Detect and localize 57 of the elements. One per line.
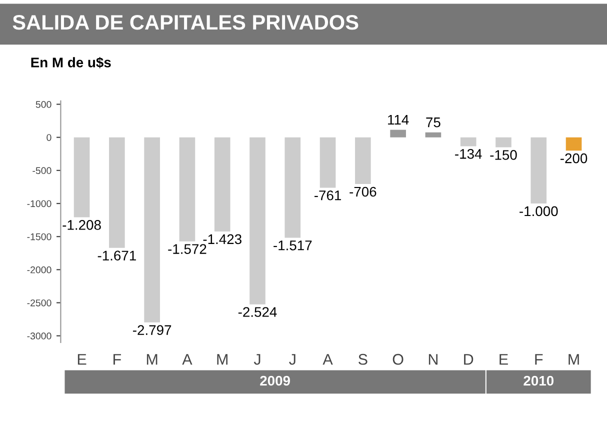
data-label: 75 (426, 118, 440, 128)
x-tick-label: F (535, 354, 543, 365)
data-label: -134 (455, 149, 482, 159)
text: 2010 (524, 376, 554, 386)
bar (566, 137, 582, 151)
data-label: -150 (490, 150, 517, 160)
y-tick-label: 500 (36, 101, 52, 108)
bar (74, 137, 90, 218)
x-tick-label: S (358, 354, 368, 365)
y-tick-label: -500 (32, 167, 52, 174)
bar (250, 137, 266, 304)
data-label: -1.423 (203, 234, 242, 244)
bar (214, 137, 230, 232)
x-tick-label: M (217, 354, 228, 365)
data-label: -761 (314, 190, 342, 200)
bar (496, 137, 512, 148)
data-label: -1.572 (168, 244, 206, 254)
x-tick-label: J (254, 354, 260, 365)
chart-subtitle: En M de u$s (31, 56, 111, 68)
bar (390, 130, 406, 138)
bar (530, 137, 547, 204)
x-tick-label: E (500, 354, 508, 365)
data-label: -1.517 (274, 240, 312, 250)
data-label: -2.524 (238, 307, 277, 317)
chart-title: SALIDA DE CAPITALES PRIVADOS (12, 14, 358, 30)
x-tick-label: F (114, 354, 121, 365)
x-tick-label: N (428, 354, 438, 365)
data-label: -1.671 (98, 250, 136, 261)
data-label: 114 (388, 114, 409, 125)
x-tick-label: M (568, 354, 579, 365)
data-label: -706 (350, 186, 376, 197)
y-tick-label: -1000 (27, 200, 52, 208)
x-tick-label: O (392, 354, 404, 365)
x-tick-label: E (78, 354, 86, 365)
x-tick-label: D (464, 354, 474, 365)
data-label: -1.208 (62, 220, 101, 230)
bar (284, 137, 301, 238)
x-tick-label: A (182, 354, 192, 365)
y-tick-label: -1500 (27, 233, 52, 240)
bar (144, 137, 160, 322)
x-tick-label: A (322, 354, 333, 365)
bar (109, 137, 125, 248)
bar (425, 132, 442, 138)
y-tick-label: -2000 (27, 266, 52, 274)
bar (460, 137, 476, 146)
bar (320, 137, 336, 188)
x-tick-label: J (289, 354, 296, 365)
text: 2009 (260, 376, 290, 386)
data-label: -200 (560, 153, 588, 164)
x-tick-label: M (146, 354, 158, 365)
y-tick-label: -2500 (27, 299, 52, 306)
y-tick-label: -3000 (27, 332, 52, 340)
data-label: -1.000 (520, 206, 558, 216)
y-tick-label: 0 (46, 134, 52, 141)
bar (355, 137, 371, 184)
data-label: -2.797 (132, 325, 172, 335)
bar (179, 137, 196, 242)
